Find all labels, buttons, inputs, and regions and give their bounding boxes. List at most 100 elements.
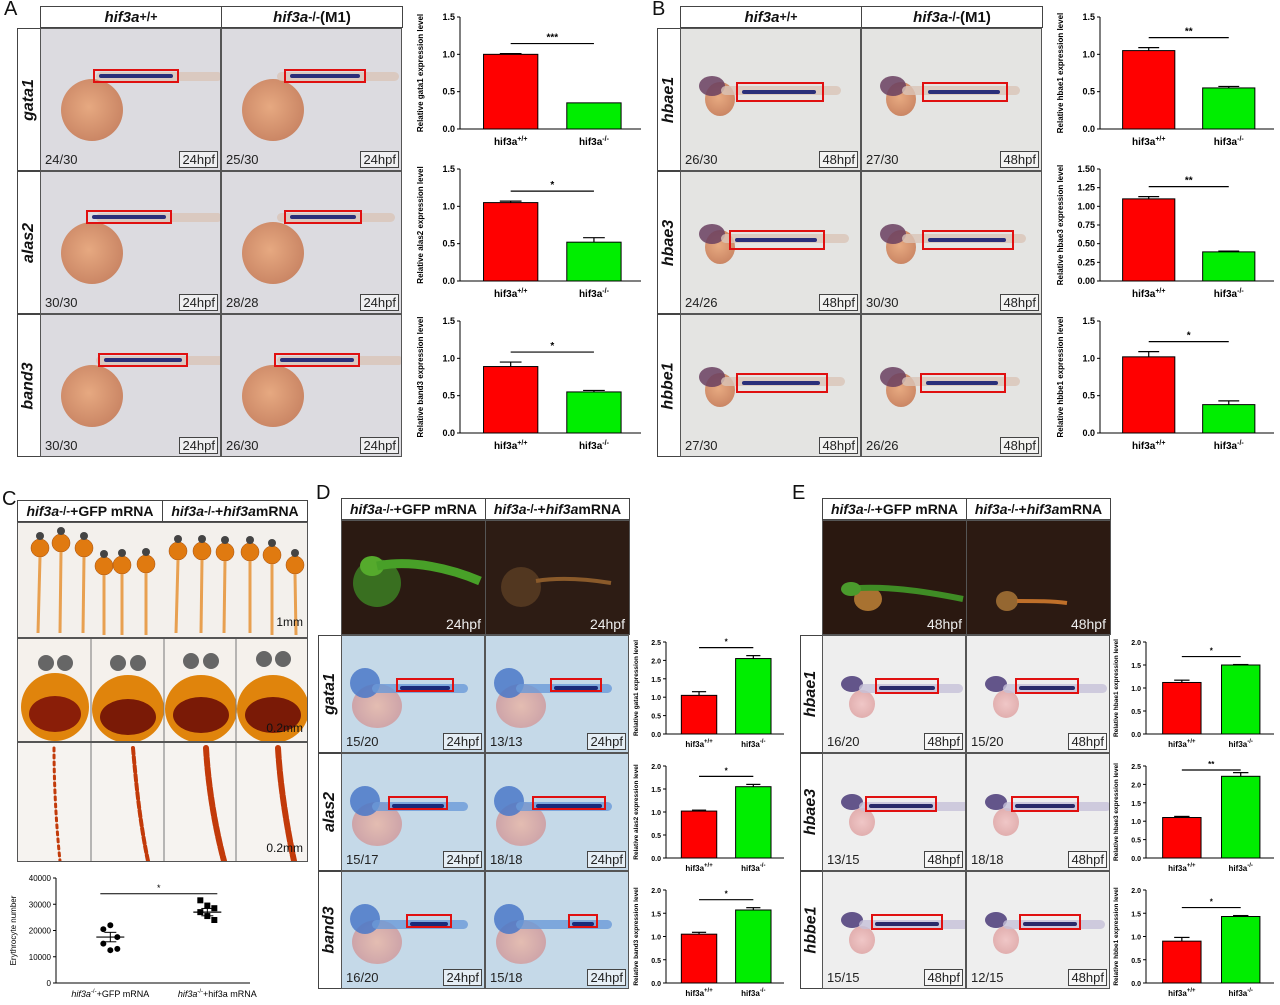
row-label-gata1: gata1	[318, 635, 342, 753]
ish-image-alas2-control: 30/30 24hpf	[40, 171, 221, 314]
bar-chart-d-band3: 0.0 0.5 1.0 1.5 2.0 Relative band3 expression…	[633, 887, 784, 998]
signal-highlight-box	[396, 678, 454, 692]
y-axis-label: Erythrocyte number	[9, 895, 18, 965]
bar-mutant	[1202, 87, 1256, 130]
stage-label: 48hpf	[1068, 733, 1107, 750]
stage-label: 48hpf	[1000, 437, 1039, 454]
y-tick-label: 0.5	[442, 391, 455, 401]
y-tick-label: 0.25	[1077, 257, 1095, 267]
y-tick-label: 0.5	[1082, 87, 1095, 97]
y-axis-label: Relative alas2 expression level	[416, 166, 425, 283]
data-point	[204, 902, 211, 909]
embryo-count: 27/30	[866, 152, 899, 167]
y-tick-label: 1.5	[1082, 12, 1095, 22]
panel-letter-b: B	[652, 0, 666, 20]
x-category-label: hif3a-/-	[1229, 739, 1253, 749]
panel-a-header-mutant: hif3a -/- (M1)	[221, 6, 403, 28]
signal-highlight-box	[406, 914, 452, 928]
ish-image-hbbe1-test: 12/15 48hpf	[966, 871, 1110, 989]
row-label-hbae3: hbae3	[800, 753, 823, 871]
x-category-label: hif3a+/+	[685, 739, 713, 749]
panel-b-header-mutant: hif3a -/- (M1)	[861, 6, 1043, 28]
stage-label: 24hpf	[443, 969, 482, 986]
y-tick-label: 1.0	[651, 695, 661, 702]
ish-image-hbbe1-control: 27/30 48hpf	[680, 314, 861, 457]
y-tick-label: 0	[47, 979, 52, 988]
signal-highlight-box	[875, 678, 939, 694]
x-category-label: hif3a-/-	[1229, 988, 1253, 998]
y-tick-label: 0.0	[1131, 732, 1141, 739]
scale-label-1mm: 1mm	[276, 615, 303, 629]
y-axis-label: Relative band3 expression level	[416, 317, 425, 438]
ish-image-band3-test: 26/30 24hpf	[221, 314, 402, 457]
panel-d-header-gfp: hif3a -/- +GFP mRNA	[341, 498, 486, 520]
y-tick-label: 1.5	[442, 12, 455, 22]
bar-mutant	[1221, 664, 1261, 735]
y-axis-label: Relative hbbe1 expression level	[1113, 887, 1120, 985]
panel-c-header-gfp: hif3a -/- +GFP mRNA	[17, 500, 163, 522]
row-label-band3: band3	[318, 871, 342, 989]
bar-wildtype	[1162, 681, 1202, 735]
ish-image-hbae3-test: 30/30 48hpf	[861, 171, 1042, 314]
stage-label: 24hpf	[443, 851, 482, 868]
scale-label-0-2mm-a: 0.2mm	[266, 721, 303, 735]
ish-image-hbae3-control: 13/15 48hpf	[822, 753, 966, 871]
panel-e-gfp-fluorescence-image: 48hpf	[822, 520, 967, 635]
embryo-count: 13/13	[490, 734, 523, 749]
bar-chart-b-hbae1: 0.0 0.5 1.0 1.5 Relative hbae1 expression le…	[1056, 12, 1274, 148]
stage-label: 48hpf	[819, 151, 858, 168]
bar-mutant	[1202, 251, 1256, 282]
y-tick-label: 1.5	[442, 164, 455, 174]
y-tick-label: 0.5	[651, 958, 661, 965]
y-tick-label: 1.0	[442, 353, 455, 363]
y-axis-label: Relative hbae1 expression level	[1113, 639, 1120, 737]
bar-mutant	[1221, 775, 1261, 859]
stage-label: 48hpf	[819, 294, 858, 311]
erythrocyte-scatter-chart: 0 10000 20000 30000 40000 Erythrocyte number h…	[9, 874, 257, 999]
row-label-alas2: alas2	[17, 171, 41, 314]
ish-image-gata1-test: 25/30 24hpf	[221, 28, 402, 171]
significance-stars: *	[157, 883, 161, 893]
ish-image-alas2-test: 18/18 24hpf	[485, 753, 629, 871]
y-tick-label: 0.0	[442, 124, 455, 134]
panel-c-tail-closeup-image: 0.2mm	[17, 742, 308, 862]
y-tick-label: 1.00	[1077, 201, 1095, 211]
y-tick-label: 0.5	[1131, 709, 1141, 716]
panel-b-header-wildtype: hif3a +/+	[680, 6, 862, 28]
y-tick-label: 0.0	[651, 856, 661, 863]
bar-mutant	[735, 786, 772, 859]
row-label-hbbe1: hbbe1	[800, 871, 823, 989]
bar-wildtype	[483, 53, 539, 130]
significance-stars: *	[725, 890, 729, 899]
y-tick-label: 0.0	[651, 732, 661, 739]
row-label-alas2: alas2	[318, 753, 342, 871]
y-tick-label: 0.5	[651, 833, 661, 840]
x-category-label: hif3a+/+	[1132, 288, 1165, 300]
panel-letter-e: E	[792, 482, 806, 504]
x-category-label: hif3a+/+	[1168, 988, 1196, 998]
tails-illustration	[52, 743, 297, 861]
ish-image-hbae3-test: 18/18 48hpf	[966, 753, 1110, 871]
y-tick-label: 1.50	[1077, 164, 1095, 174]
panel-c-header-rescue: hif3a -/- + hif3a mRNA	[162, 500, 308, 522]
embryo-count: 15/15	[827, 970, 860, 985]
scale-label-0-2mm-b: 0.2mm	[266, 841, 303, 855]
bar-wildtype	[680, 933, 718, 984]
y-tick-label: 0.0	[1082, 124, 1095, 134]
signal-highlight-box	[274, 353, 360, 367]
y-tick-label: 40000	[29, 874, 52, 883]
significance-stars: *	[725, 638, 729, 647]
ish-image-hbae3-control: 24/26 48hpf	[680, 171, 861, 314]
panel-d-gfp-fluorescence-image: 24hpf	[341, 520, 486, 635]
bar-mutant	[1221, 916, 1261, 984]
bar-mutant	[566, 241, 622, 282]
y-tick-label: 2.0	[651, 764, 661, 771]
significance-stars: ***	[546, 33, 558, 44]
y-tick-label: 0.5	[1131, 958, 1141, 965]
x-category-label: hif3a+/+	[1132, 440, 1165, 452]
bar-mutant	[735, 658, 772, 735]
signal-highlight-box	[284, 69, 366, 83]
bar-wildtype	[680, 810, 718, 859]
stage-label: 24hpf	[587, 733, 626, 750]
signal-highlight-box	[922, 230, 1014, 250]
